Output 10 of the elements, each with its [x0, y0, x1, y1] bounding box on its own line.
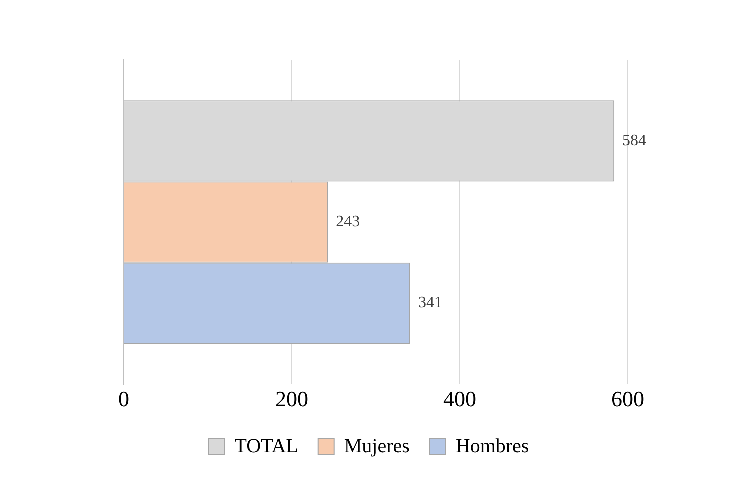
- x-tick-label: 200: [276, 386, 308, 412]
- data-label: 243: [336, 214, 360, 231]
- legend-label: TOTAL: [234, 435, 298, 458]
- x-tick-label: 0: [118, 386, 130, 412]
- x-tick-label: 400: [444, 386, 476, 412]
- data-label: 341: [418, 294, 442, 312]
- legend-label: Mujeres: [344, 435, 410, 458]
- data-label: 584: [622, 132, 647, 150]
- legend-label: Hombres: [456, 435, 530, 458]
- x-tick-label: 600: [612, 386, 644, 412]
